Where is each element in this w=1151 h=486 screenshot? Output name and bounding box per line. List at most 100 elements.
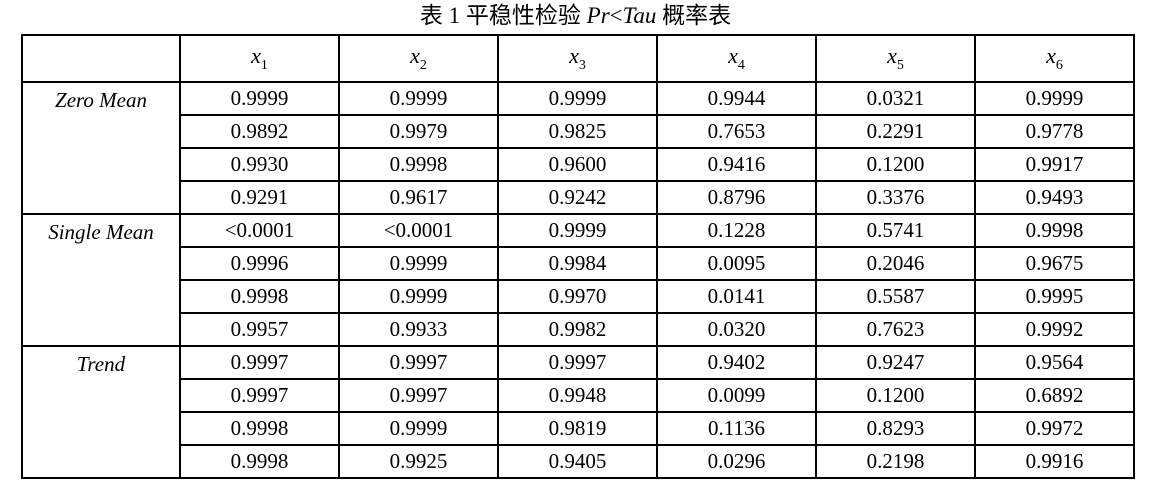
table-cell: 0.7623: [815, 312, 976, 347]
var-base: x: [728, 43, 738, 68]
corner-cell: [21, 34, 181, 83]
column-header-x3: x3: [497, 34, 658, 83]
table-cell: 0.9957: [179, 312, 340, 347]
header-row: x1 x2 x3 x4 x5 x6: [21, 34, 1135, 83]
table-cell: 0.0095: [656, 246, 817, 281]
table-cell: 0.9617: [338, 180, 499, 215]
var-base: x: [410, 43, 420, 68]
table-row: 0.9998 0.9999 0.9819 0.1136 0.8293 0.997…: [22, 411, 1135, 446]
var-subscript: 3: [578, 58, 586, 73]
table-cell: 0.9999: [974, 81, 1135, 116]
table-cell: <0.0001: [338, 213, 499, 248]
var-subscript: 6: [1055, 58, 1063, 73]
table-cell: 0.6892: [974, 378, 1135, 413]
table-row: 0.9930 0.9998 0.9600 0.9416 0.1200 0.991…: [22, 147, 1135, 182]
table-cell: 0.9825: [497, 114, 658, 149]
table-cell: 0.7653: [656, 114, 817, 149]
table-cell: 0.9247: [815, 345, 976, 380]
var-base: x: [887, 43, 897, 68]
caption-pr: Pr: [586, 3, 610, 28]
table-row: Trend 0.9997 0.9997 0.9997 0.9402 0.9247…: [21, 345, 1135, 479]
table-cell: 0.9600: [497, 147, 658, 182]
table-cell: 0.9997: [338, 345, 499, 380]
table-cell: 0.9933: [338, 312, 499, 347]
table-cell: 0.2198: [815, 444, 976, 479]
table-cell: 0.9416: [656, 147, 817, 182]
var-subscript: 1: [260, 58, 268, 73]
table-row: 0.9892 0.9979 0.9825 0.7653 0.2291 0.977…: [22, 114, 1135, 149]
table-cell: 0.9997: [179, 378, 340, 413]
column-header-x2: x2: [338, 34, 499, 83]
caption-less-than: <: [609, 3, 623, 28]
table-cell: 0.0099: [656, 378, 817, 413]
table-cell: 0.9402: [656, 345, 817, 380]
table-cell: 0.9819: [497, 411, 658, 446]
table-cell: 0.9970: [497, 279, 658, 314]
table-cell: 0.0320: [656, 312, 817, 347]
table-cell: 0.9982: [497, 312, 658, 347]
table-cell: 0.0321: [815, 81, 976, 116]
table-row: 0.9957 0.9933 0.9982 0.0320 0.7623 0.999…: [22, 312, 1135, 347]
table-cell: 0.5587: [815, 279, 976, 314]
table-cell: 0.9999: [179, 81, 340, 116]
table-caption: 表 1 平稳性检验 Pr<Tau 概率表: [0, 0, 1151, 34]
probability-table: x1 x2 x3 x4 x5 x6 Zero Mean 0.9999 0.999…: [21, 34, 1135, 479]
column-header-x1: x1: [179, 34, 340, 83]
table-cell: 0.8293: [815, 411, 976, 446]
group-label-trend: Trend: [21, 345, 181, 479]
table-row: Single Mean <0.0001 <0.0001 0.9999 0.122…: [21, 213, 1135, 347]
table-cell: 0.9998: [974, 213, 1135, 248]
table-cell: 0.9998: [179, 279, 340, 314]
var-base: x: [251, 43, 261, 68]
table-cell: 0.9992: [974, 312, 1135, 347]
table-cell: 0.5741: [815, 213, 976, 248]
caption-prefix: 表 1 平稳性检验: [419, 3, 587, 28]
table-row: 0.9998 0.9999 0.9970 0.0141 0.5587 0.999…: [22, 279, 1135, 314]
table-cell: 0.9916: [974, 444, 1135, 479]
table-cell: 0.9979: [338, 114, 499, 149]
table-cell: 0.9999: [338, 411, 499, 446]
table-cell: 0.9564: [974, 345, 1135, 380]
var-base: x: [569, 43, 579, 68]
table-cell: 0.9984: [497, 246, 658, 281]
table-cell: 0.9995: [974, 279, 1135, 314]
table-cell: 0.9999: [338, 81, 499, 116]
caption-tau: Tau: [622, 3, 657, 28]
table-cell: 0.2046: [815, 246, 976, 281]
table-cell: 0.9291: [179, 180, 340, 215]
table-cell: 0.0296: [656, 444, 817, 479]
table-cell: 0.3376: [815, 180, 976, 215]
table-cell: 0.9972: [974, 411, 1135, 446]
table-cell: 0.9405: [497, 444, 658, 479]
group-label-single-mean: Single Mean: [21, 213, 181, 347]
table-cell: 0.0141: [656, 279, 817, 314]
table-cell: 0.9999: [338, 246, 499, 281]
table-cell: 0.9998: [179, 411, 340, 446]
table-cell: 0.1136: [656, 411, 817, 446]
table-cell: 0.9930: [179, 147, 340, 182]
column-header-x5: x5: [815, 34, 976, 83]
var-subscript: 2: [419, 58, 427, 73]
table-cell: 0.1200: [815, 147, 976, 182]
table-cell: 0.9493: [974, 180, 1135, 215]
table-cell: 0.9675: [974, 246, 1135, 281]
table-row: Zero Mean 0.9999 0.9999 0.9999 0.9944 0.…: [21, 81, 1135, 215]
table-cell: 0.8796: [656, 180, 817, 215]
group-label-zero-mean: Zero Mean: [21, 81, 181, 215]
table-cell: <0.0001: [179, 213, 340, 248]
table-row: 0.9996 0.9999 0.9984 0.0095 0.2046 0.967…: [22, 246, 1135, 281]
table-row: 0.9291 0.9617 0.9242 0.8796 0.3376 0.949…: [22, 180, 1135, 215]
table-cell: 0.9997: [179, 345, 340, 380]
var-subscript: 5: [896, 58, 904, 73]
table-cell: 0.9948: [497, 378, 658, 413]
table-cell: 0.9998: [179, 444, 340, 479]
caption-suffix: 概率表: [656, 3, 732, 28]
table-cell: 0.2291: [815, 114, 976, 149]
table-cell: 0.9917: [974, 147, 1135, 182]
table-cell: 0.9998: [338, 147, 499, 182]
table-cell: 0.9997: [338, 378, 499, 413]
table-cell: 0.9999: [497, 81, 658, 116]
var-base: x: [1046, 43, 1056, 68]
table-cell: 0.9892: [179, 114, 340, 149]
